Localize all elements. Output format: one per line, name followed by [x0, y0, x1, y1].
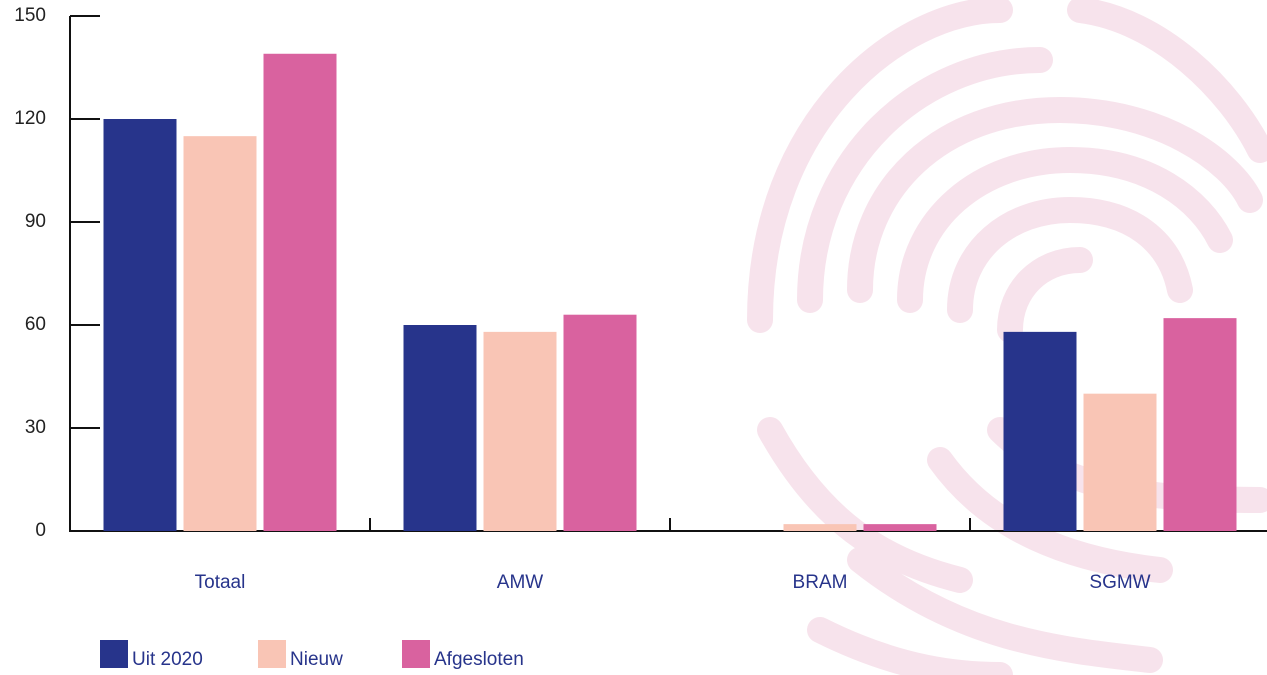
- legend-swatch: [258, 640, 286, 668]
- y-tick-label: 0: [35, 520, 46, 541]
- bar: [863, 524, 937, 531]
- x-tick-label: Totaal: [195, 572, 246, 593]
- bar: [1163, 318, 1237, 531]
- bar: [403, 325, 477, 531]
- legend-label: Uit 2020: [132, 649, 203, 670]
- x-tick-label: BRAM: [793, 572, 848, 593]
- legend-swatch: [402, 640, 430, 668]
- x-tick-label: AMW: [497, 572, 544, 593]
- y-tick-label: 150: [14, 5, 46, 26]
- bar: [183, 136, 257, 531]
- bar: [103, 119, 177, 531]
- bar: [263, 53, 337, 532]
- bar: [1003, 331, 1077, 531]
- legend-label: Afgesloten: [434, 649, 524, 670]
- bar: [783, 524, 857, 531]
- y-tick-label: 120: [14, 108, 46, 129]
- x-tick-label: SGMW: [1089, 572, 1150, 593]
- legend-label: Nieuw: [290, 649, 343, 670]
- y-tick-label: 90: [25, 211, 46, 232]
- bar: [483, 331, 557, 531]
- y-tick-label: 60: [25, 314, 46, 335]
- bar: [563, 314, 637, 531]
- legend-swatch: [100, 640, 128, 668]
- bar: [1083, 393, 1157, 531]
- y-tick-label: 30: [25, 417, 46, 438]
